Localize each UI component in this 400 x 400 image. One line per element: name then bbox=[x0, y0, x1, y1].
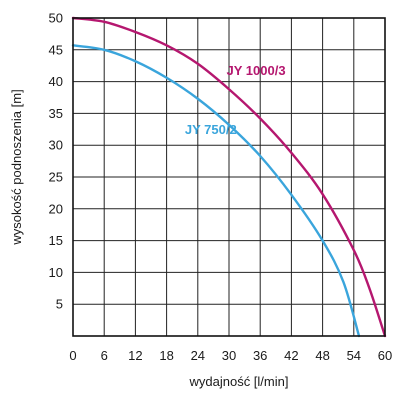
y-tick-label: 25 bbox=[49, 170, 63, 185]
y-tick-label: 15 bbox=[49, 233, 63, 248]
x-tick-label: 6 bbox=[101, 348, 108, 363]
y-tick-label: 5 bbox=[56, 297, 63, 312]
y-tick-label: 10 bbox=[49, 265, 63, 280]
x-tick-label: 54 bbox=[347, 348, 361, 363]
series-label-jy-1000-3: JY 1000/3 bbox=[227, 63, 286, 78]
x-axis-ticks: 0 6 12 18 24 30 36 42 48 54 60 bbox=[69, 348, 392, 363]
series-line-jy-750-2 bbox=[71, 44, 361, 338]
plot-frame bbox=[72, 17, 386, 337]
y-axis-ticks: 5 10 15 20 25 30 35 40 45 50 bbox=[49, 11, 63, 312]
y-tick-label: 45 bbox=[49, 42, 63, 57]
y-tick-label: 20 bbox=[49, 201, 63, 216]
series-line-jy-1000-3 bbox=[71, 16, 387, 338]
y-tick-label: 35 bbox=[49, 106, 63, 121]
series-labels: JY 1000/3 JY 750/2 bbox=[185, 63, 286, 137]
x-tick-label: 48 bbox=[315, 348, 329, 363]
x-tick-label: 12 bbox=[128, 348, 142, 363]
x-tick-label: 0 bbox=[69, 348, 76, 363]
x-axis-title: wydajność [l/min] bbox=[189, 374, 289, 389]
x-tick-label: 24 bbox=[191, 348, 205, 363]
x-tick-label: 36 bbox=[253, 348, 267, 363]
y-axis-title: wysokość podnoszenia [m] bbox=[9, 89, 24, 245]
series-group bbox=[71, 16, 387, 338]
x-tick-label: 30 bbox=[222, 348, 236, 363]
y-tick-label: 30 bbox=[49, 138, 63, 153]
x-tick-label: 60 bbox=[378, 348, 392, 363]
series-label-jy-750-2: JY 750/2 bbox=[185, 122, 237, 137]
x-tick-label: 18 bbox=[159, 348, 173, 363]
x-tick-label: 42 bbox=[284, 348, 298, 363]
y-tick-label: 40 bbox=[49, 74, 63, 89]
y-tick-label: 50 bbox=[49, 11, 63, 26]
plot-border bbox=[72, 17, 386, 337]
